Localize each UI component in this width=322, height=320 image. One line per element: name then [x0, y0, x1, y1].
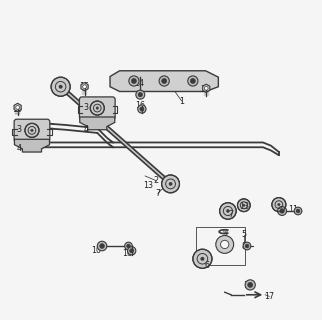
Circle shape — [130, 249, 134, 253]
Polygon shape — [57, 81, 175, 190]
Circle shape — [296, 209, 300, 213]
Circle shape — [83, 85, 86, 89]
Circle shape — [237, 199, 250, 212]
Polygon shape — [81, 83, 88, 91]
Circle shape — [128, 247, 136, 255]
Text: 7: 7 — [229, 210, 234, 219]
Text: 1: 1 — [179, 97, 184, 106]
Circle shape — [278, 206, 287, 215]
Circle shape — [220, 203, 236, 219]
Circle shape — [243, 204, 245, 206]
Circle shape — [204, 86, 208, 90]
Circle shape — [188, 76, 198, 86]
Text: 15: 15 — [12, 105, 22, 114]
Circle shape — [90, 101, 104, 115]
Text: 5: 5 — [241, 230, 246, 239]
Text: 4: 4 — [17, 144, 22, 153]
Circle shape — [59, 85, 62, 88]
Circle shape — [162, 78, 167, 84]
Circle shape — [216, 236, 234, 253]
Text: 11: 11 — [288, 205, 298, 214]
Circle shape — [245, 244, 249, 248]
Circle shape — [127, 244, 130, 248]
Circle shape — [51, 77, 70, 96]
Text: 2: 2 — [154, 176, 159, 185]
Circle shape — [136, 90, 145, 99]
Text: 13: 13 — [239, 202, 249, 211]
Circle shape — [100, 244, 104, 248]
Polygon shape — [14, 139, 50, 152]
Text: 6: 6 — [205, 261, 210, 270]
Circle shape — [125, 242, 132, 250]
Circle shape — [25, 123, 39, 137]
Text: 12: 12 — [243, 281, 254, 290]
Text: 17: 17 — [264, 292, 274, 301]
Circle shape — [169, 182, 172, 186]
Circle shape — [190, 78, 195, 84]
Circle shape — [272, 197, 286, 212]
Text: 3: 3 — [17, 125, 22, 134]
Circle shape — [245, 280, 255, 290]
Circle shape — [248, 282, 253, 287]
Circle shape — [16, 106, 20, 109]
Circle shape — [193, 249, 212, 268]
Text: 9: 9 — [222, 229, 227, 238]
Text: 16: 16 — [135, 101, 145, 110]
Text: 15: 15 — [79, 82, 89, 91]
Circle shape — [96, 107, 99, 109]
Circle shape — [278, 203, 280, 206]
Circle shape — [31, 129, 33, 132]
Circle shape — [294, 207, 302, 215]
Polygon shape — [80, 117, 115, 130]
Circle shape — [162, 175, 179, 193]
FancyBboxPatch shape — [14, 119, 50, 142]
Text: 10: 10 — [91, 246, 101, 255]
Circle shape — [201, 257, 204, 260]
Polygon shape — [203, 84, 210, 92]
Circle shape — [129, 76, 139, 86]
Text: 3: 3 — [84, 103, 89, 112]
Text: 14: 14 — [134, 79, 144, 88]
Circle shape — [138, 105, 146, 113]
Text: 15: 15 — [201, 85, 211, 94]
Text: 4: 4 — [84, 125, 89, 134]
Polygon shape — [110, 71, 218, 92]
Circle shape — [159, 76, 169, 86]
Circle shape — [243, 242, 251, 250]
Circle shape — [221, 240, 229, 249]
Text: 13: 13 — [143, 181, 153, 190]
Circle shape — [138, 92, 143, 97]
Circle shape — [226, 210, 229, 212]
Circle shape — [131, 78, 137, 84]
Text: 16: 16 — [123, 250, 133, 259]
Polygon shape — [14, 103, 21, 112]
Text: 8: 8 — [241, 242, 246, 251]
Text: 7: 7 — [155, 189, 160, 198]
Circle shape — [140, 107, 144, 111]
Circle shape — [97, 241, 107, 251]
Circle shape — [280, 209, 284, 213]
FancyBboxPatch shape — [80, 97, 115, 120]
